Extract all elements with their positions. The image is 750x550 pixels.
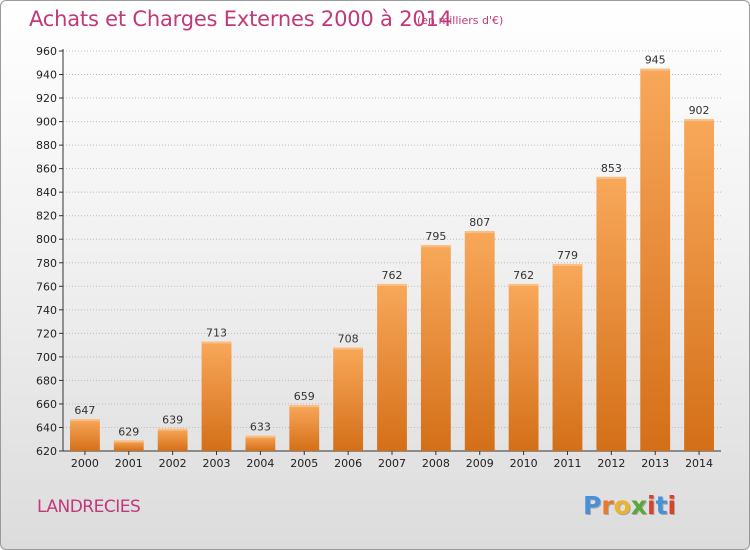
x-tick-label: 2001 (115, 457, 143, 470)
data-label: 713 (206, 327, 227, 340)
bar-highlight (157, 428, 188, 431)
data-label: 647 (74, 404, 95, 417)
bar-highlight (640, 68, 671, 71)
data-label: 708 (338, 332, 359, 345)
town-name: LANDRECIES (37, 497, 141, 517)
logo-letter: i (667, 491, 677, 520)
bar-2014 (684, 119, 714, 451)
x-tick-label: 2005 (290, 457, 318, 470)
y-tick-label: 640 (36, 421, 57, 434)
bar-2006 (333, 347, 364, 451)
y-tick-label: 880 (36, 139, 57, 152)
x-tick-label: 2006 (334, 457, 362, 470)
x-tick-label: 2002 (159, 457, 187, 470)
chart-title: Achats et Charges Externes 2000 à 2014 (29, 7, 452, 31)
bar-highlight (201, 341, 232, 344)
x-tick-label: 2010 (510, 457, 538, 470)
logo-letter: P (583, 491, 602, 520)
y-tick-label: 900 (36, 116, 57, 129)
bar-highlight (420, 245, 451, 248)
bar-2010 (508, 283, 539, 451)
y-tick-label: 700 (36, 351, 57, 364)
x-tick-label: 2004 (246, 457, 274, 470)
y-tick-label: 960 (36, 45, 57, 58)
bar-2005 (289, 405, 320, 451)
x-tick-label: 2003 (203, 457, 231, 470)
y-tick-label: 680 (36, 374, 57, 387)
logo-letter: r (601, 491, 614, 520)
bar-highlight (70, 419, 100, 422)
bar-2008 (420, 245, 451, 451)
data-label: 795 (425, 230, 446, 243)
x-tick-label: 2007 (378, 457, 406, 470)
data-label: 853 (601, 162, 622, 175)
bars (70, 68, 714, 451)
y-tick-label: 620 (36, 445, 57, 458)
bar-2002 (157, 428, 188, 451)
x-tick-label: 2011 (553, 457, 581, 470)
x-tick-label: 2013 (641, 457, 669, 470)
bar-highlight (552, 263, 583, 266)
x-tick-label: 2000 (71, 457, 99, 470)
bar-highlight (289, 405, 320, 408)
x-tick-label: 2008 (422, 457, 450, 470)
unit-note: (en milliers d'€) (417, 14, 504, 27)
y-tick-label: 660 (36, 398, 57, 411)
bar-highlight (333, 347, 364, 350)
data-label: 629 (118, 425, 139, 438)
bar-2009 (464, 231, 495, 451)
data-label: 633 (250, 421, 271, 434)
y-tick-label: 780 (36, 257, 57, 270)
proxiti-logo[interactable]: Proxiti (583, 491, 676, 520)
y-tick-label: 940 (36, 69, 57, 82)
y-tick-label: 740 (36, 304, 57, 317)
y-tick-label: 820 (36, 210, 57, 223)
y-tick-label: 720 (36, 327, 57, 340)
logo-letter: x (630, 491, 647, 520)
data-label: 659 (294, 390, 315, 403)
bar-2012 (596, 176, 627, 451)
bar-highlight (245, 435, 276, 438)
y-tick-label: 840 (36, 186, 57, 199)
bar-highlight (684, 119, 714, 122)
logo-letter: o (613, 491, 631, 520)
bar-highlight (113, 440, 144, 443)
y-tick-label: 800 (36, 233, 57, 246)
bar-highlight (508, 283, 539, 286)
data-label: 807 (469, 216, 490, 229)
y-tick-label: 860 (36, 163, 57, 176)
x-tick-label: 2009 (466, 457, 494, 470)
data-label: 945 (645, 54, 666, 67)
bar-2013 (640, 68, 671, 451)
bar-highlight (464, 231, 495, 233)
bar-2004 (245, 435, 276, 451)
x-tick-label: 2012 (597, 457, 625, 470)
labels: 620 640 660 680 700 720 740 760 780 800 820 840 860 8… (36, 45, 713, 470)
bar-2001 (113, 440, 144, 451)
x-tick-label: 2014 (685, 457, 713, 470)
bar-highlight (377, 283, 407, 286)
data-label: 762 (513, 269, 534, 282)
bar-2000 (70, 419, 100, 451)
bar-2011 (552, 263, 583, 451)
y-tick-label: 920 (36, 92, 57, 105)
data-label: 639 (162, 414, 183, 427)
bar-2007 (377, 283, 407, 451)
bar-highlight (596, 176, 627, 179)
y-tick-label: 760 (36, 280, 57, 293)
data-label: 762 (382, 269, 403, 282)
logo-letter: i (647, 491, 656, 520)
data-label: 902 (689, 104, 710, 117)
bar-2003 (201, 341, 232, 451)
data-label: 779 (557, 249, 578, 262)
logo-letter: t (655, 491, 668, 520)
